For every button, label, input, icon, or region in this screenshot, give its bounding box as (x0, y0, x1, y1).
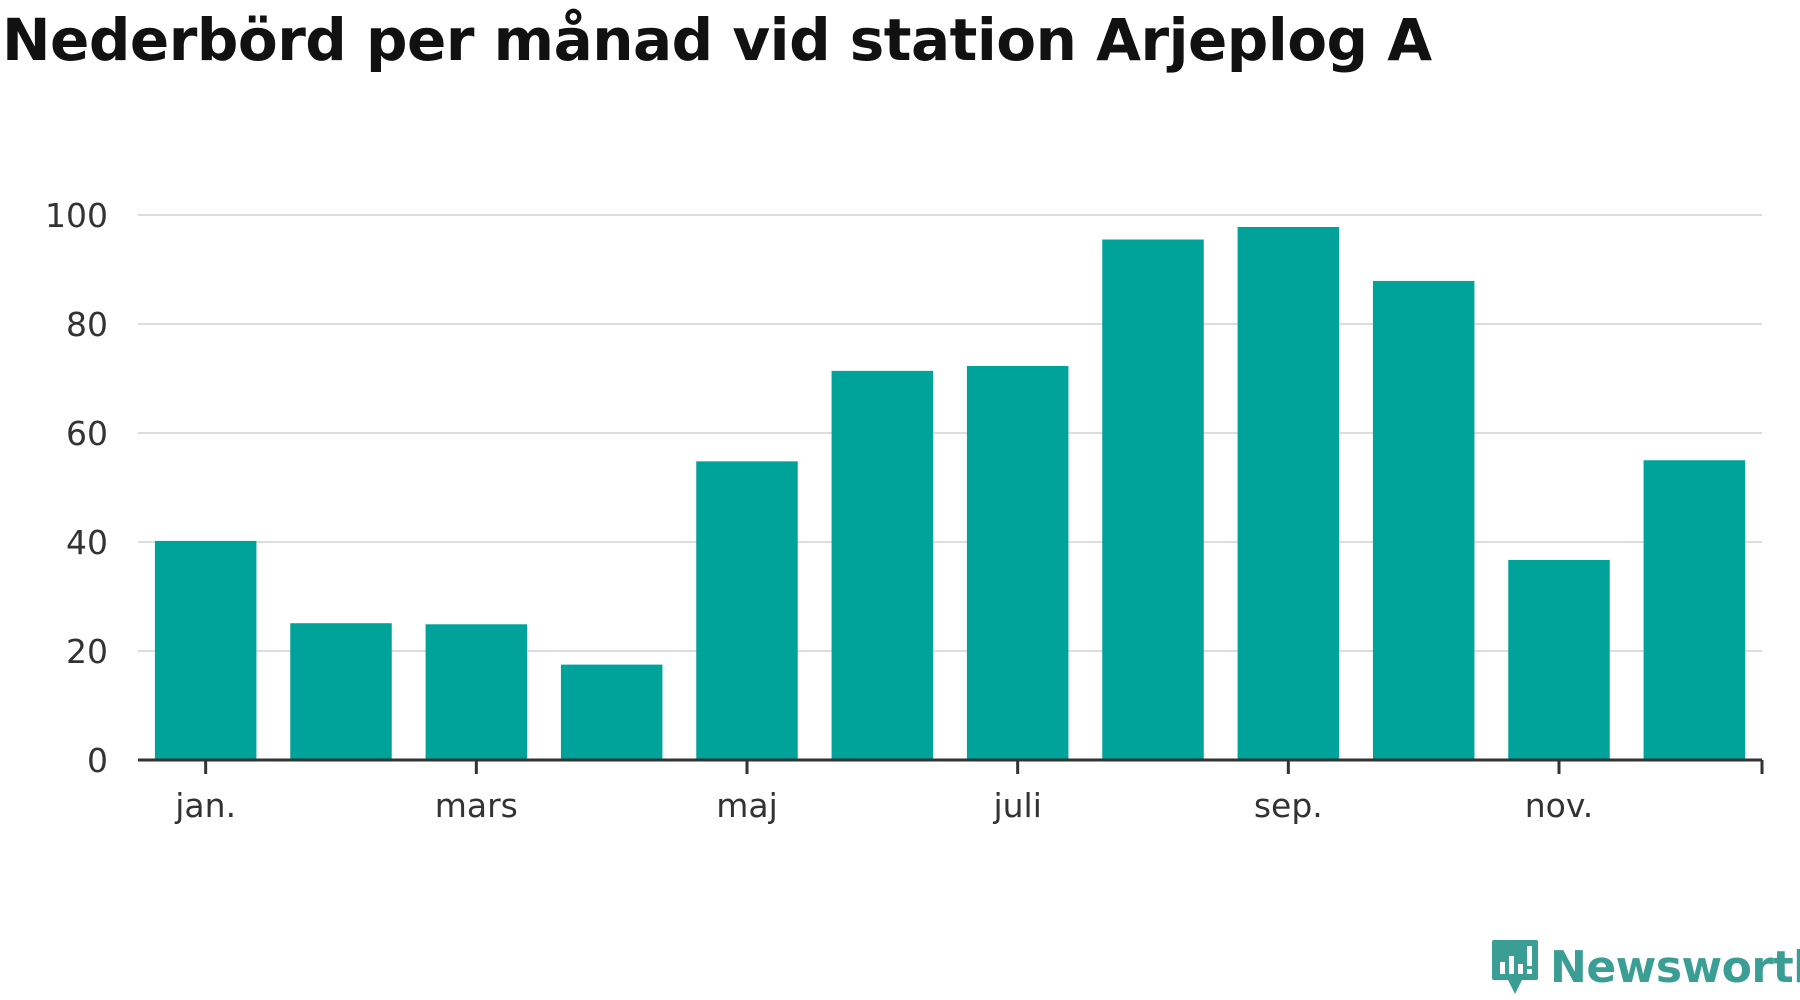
y-tick-label: 60 (66, 414, 108, 453)
x-tick-label: jan. (174, 786, 236, 825)
bar-1 (154, 540, 257, 760)
y-axis-labels: 0 20 40 60 80 100 (45, 196, 108, 780)
bar-6 (831, 370, 934, 760)
bar-11 (1508, 559, 1610, 760)
y-tick-label: 80 (66, 305, 108, 344)
newsworthy-logo: Newsworthy (1490, 938, 1800, 996)
bar-12 (1643, 460, 1746, 760)
y-tick-label: 20 (66, 632, 108, 671)
x-tick-label: maj (716, 786, 778, 825)
chart-title: Nederbörd per månad vid station Arjeplog… (2, 6, 1432, 74)
bar-9 (1237, 226, 1340, 761)
x-axis-labels: jan. mars maj juli sep. nov. (174, 786, 1593, 825)
y-tick-label: 0 (87, 741, 108, 780)
x-axis (138, 758, 1764, 774)
bar-3 (425, 624, 528, 760)
y-tick-label: 100 (45, 196, 108, 235)
x-tick-label: mars (435, 786, 518, 825)
bars (154, 226, 1746, 761)
x-tick-label: sep. (1254, 786, 1323, 825)
bar-8 (1102, 239, 1204, 760)
bar-5 (696, 461, 798, 760)
x-tick-label: juli (992, 786, 1041, 825)
gridlines (138, 214, 1762, 652)
bar-10 (1372, 280, 1475, 760)
y-tick-label: 40 (66, 523, 108, 562)
bar-2 (290, 623, 392, 760)
bar-7 (966, 365, 1069, 760)
bar-4 (560, 664, 663, 760)
speech-bubble-bar-chart-icon (1492, 940, 1538, 994)
x-tick-label: nov. (1525, 786, 1594, 825)
logo-text: Newsworthy (1550, 941, 1800, 993)
